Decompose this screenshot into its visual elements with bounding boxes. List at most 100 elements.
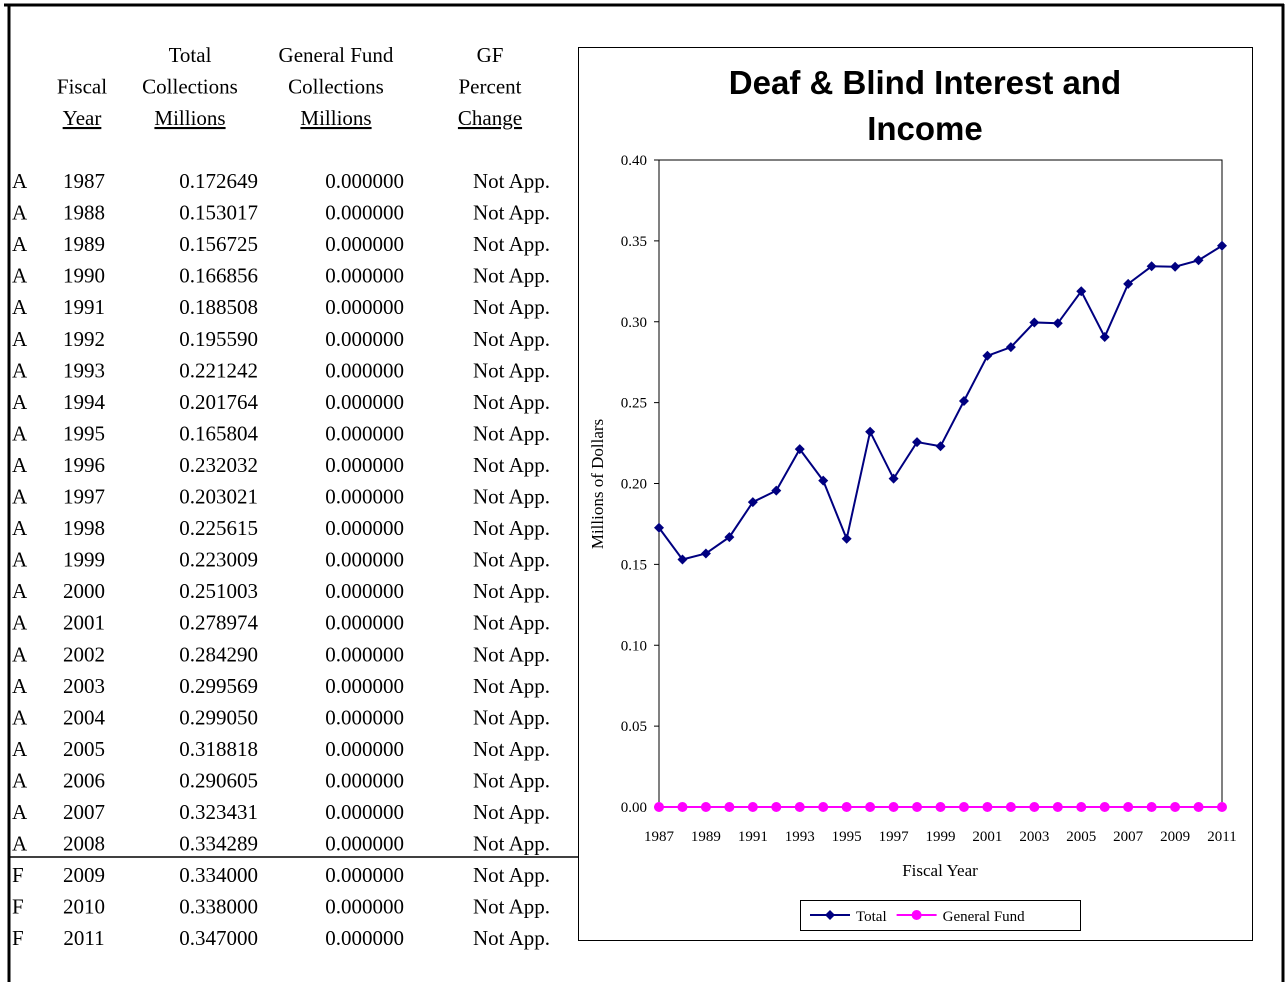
marker [818,475,829,486]
table-cell: F [12,926,24,950]
plot-area [658,159,1223,808]
marker [1076,802,1087,812]
table-cell: 0.000000 [325,926,404,950]
table-cell: 0.000000 [325,295,404,319]
table-cell: A [12,579,28,603]
marker [1052,318,1063,329]
table-cell: 0.000000 [325,642,404,666]
table-cell: 0.000000 [325,579,404,603]
table-cell: 0.334000 [179,863,258,887]
marker [912,802,923,812]
table-cell: 1991 [63,295,105,319]
marker [1123,802,1134,812]
marker [911,910,922,920]
table-cell: 0.000000 [325,232,404,256]
marker [747,802,758,812]
marker [865,426,876,437]
marker [771,485,782,496]
marker [958,802,969,812]
table-cell: A [12,642,28,666]
column-header: GF [477,43,504,67]
table-cell: Not App. [473,548,550,572]
table-cell: 2000 [63,579,105,603]
table-cell: 1996 [63,453,105,477]
column-header: Collections [288,75,384,99]
table-cell: 0.000000 [325,895,404,919]
table-cell: 1989 [63,232,105,256]
table-cell: 2010 [63,895,105,919]
legend-label: General Fund [943,909,1026,925]
marker [1005,802,1016,812]
x-tick-label: 1989 [691,829,721,845]
x-tick-label: 2003 [1019,829,1049,845]
marker [700,548,711,559]
table-cell: 0.000000 [325,516,404,540]
table-cell: 2003 [63,674,105,698]
marker [1005,342,1016,353]
x-tick-label: 1997 [879,829,910,845]
table-cell: 0.251003 [179,579,258,603]
table-cell: 0.318818 [179,737,258,761]
column-header: Change [458,106,522,130]
table-cell: A [12,737,28,761]
table-cell: 0.232032 [179,453,258,477]
marker [912,437,923,448]
table-cell: 0.203021 [179,485,258,509]
y-tick-label: 0.20 [621,477,647,493]
table-cell: 0.290605 [179,768,258,792]
marker [724,802,735,812]
table-cell: 2002 [63,642,105,666]
marker [794,802,805,812]
table-cell: 0.165804 [179,421,258,445]
table-cell: F [12,895,24,919]
table-cell: 0.201764 [179,390,258,414]
table-cell: 0.323431 [179,800,258,824]
table-cell: Not App. [473,863,550,887]
marker [1170,802,1181,812]
marker [1099,331,1110,342]
column-header: Millions [300,106,371,130]
marker [825,910,835,920]
column-header: Percent [459,75,522,99]
table-cell: A [12,768,28,792]
table-cell: 0.299569 [179,674,258,698]
table-cell: 0.188508 [179,295,258,319]
table-cell: Not App. [473,295,550,319]
marker [1052,802,1063,812]
table-cell: 0.000000 [325,169,404,193]
table-cell: 0.000000 [325,421,404,445]
y-tick-label: 0.40 [621,153,647,169]
table-cell: 0.223009 [179,548,258,572]
x-tick-label: 1999 [926,829,956,845]
table-cell: A [12,327,28,351]
y-tick-label: 0.35 [621,234,647,250]
table-cell: 0.000000 [325,548,404,572]
table-cell: 0.156725 [179,232,258,256]
table-cell: Not App. [473,705,550,729]
table-cell: Not App. [473,579,550,603]
table-cell: 1987 [63,169,105,193]
table-cell: Not App. [473,390,550,414]
marker [982,350,993,361]
table-cell: Not App. [473,674,550,698]
marker [700,802,711,812]
table-cell: 0.000000 [325,863,404,887]
table-cell: 0.000000 [325,737,404,761]
table-cell: Not App. [473,768,550,792]
y-tick-label: 0.30 [621,315,647,331]
table-cell: 0.000000 [325,611,404,635]
y-tick-label: 0.00 [621,800,647,816]
table-cell: A [12,705,28,729]
table-cell: Not App. [473,737,550,761]
marker [982,802,993,812]
marker [1217,240,1227,251]
table-cell: 0.221242 [179,358,258,382]
table-cell: 0.000000 [325,832,404,856]
x-tick-label: 2007 [1113,829,1144,845]
marker [1146,261,1157,272]
table-cell: 0.000000 [325,674,404,698]
table-cell: 0.000000 [325,264,404,288]
table-cell: Not App. [473,232,550,256]
table-cell: 0.225615 [179,516,258,540]
